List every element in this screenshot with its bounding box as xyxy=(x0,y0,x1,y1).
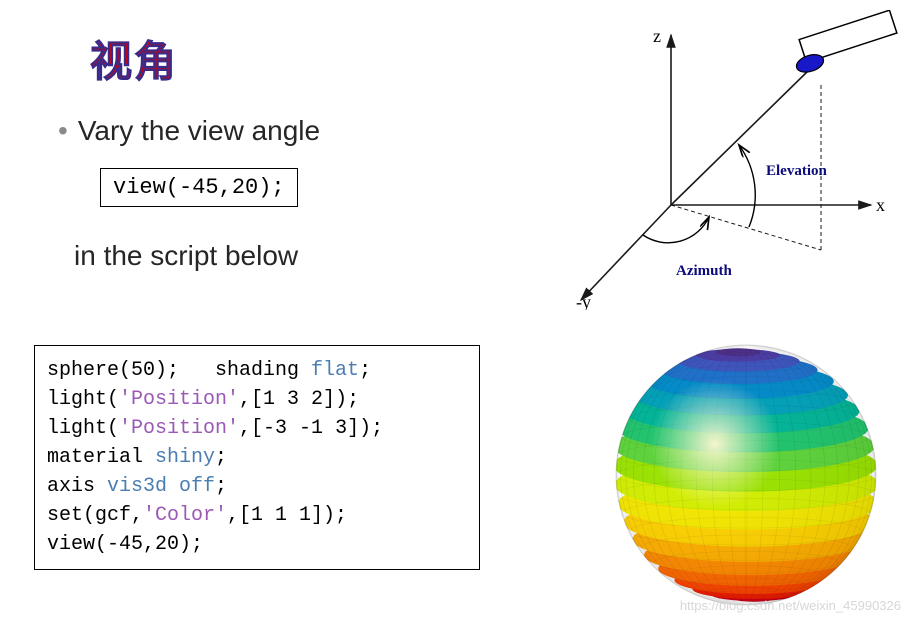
svg-text:Azimuth: Azimuth xyxy=(676,263,732,279)
code-l6c: ,[1 1 1]); xyxy=(227,504,347,527)
code-block: sphere(50); shading flat; light('Positio… xyxy=(34,345,480,570)
slide-title: 视角 xyxy=(90,28,178,89)
code-l3c: ,[-3 -1 3]); xyxy=(239,417,383,440)
code-l5a: axis xyxy=(47,475,107,498)
bullet-line: • Vary the view angle xyxy=(58,115,320,147)
svg-text:Elevation: Elevation xyxy=(766,163,827,179)
sphere-render xyxy=(601,335,891,615)
bullet-marker: • xyxy=(58,117,68,145)
code-l5c: ; xyxy=(215,475,227,498)
code-l2c: ,[1 3 2]); xyxy=(239,388,359,411)
bullet-text: Vary the view angle xyxy=(78,115,320,147)
code-l1c: ; xyxy=(359,359,371,382)
code-l2a: light( xyxy=(47,388,119,411)
code-l6a: set(gcf, xyxy=(47,504,143,527)
code-l3b: 'Position' xyxy=(119,417,239,440)
code-l6b: 'Color' xyxy=(143,504,227,527)
subtext: in the script below xyxy=(74,240,298,272)
watermark: https://blog.csdn.net/weixin_45990326 xyxy=(680,598,901,613)
code-l2b: 'Position' xyxy=(119,388,239,411)
svg-text:z: z xyxy=(653,26,661,46)
svg-text:-y: -y xyxy=(576,292,591,310)
svg-text:x: x xyxy=(876,195,885,215)
code-l4b: shiny xyxy=(155,446,215,469)
inline-code: view(-45,20); xyxy=(100,168,298,207)
code-l4a: material xyxy=(47,446,155,469)
code-l7: view(-45,20); xyxy=(47,533,203,556)
code-l4c: ; xyxy=(215,446,227,469)
code-l1a: sphere(50); shading xyxy=(47,359,311,382)
code-l5b: vis3d off xyxy=(107,475,215,498)
code-l1b: flat xyxy=(311,359,359,382)
code-l3a: light( xyxy=(47,417,119,440)
view-angle-diagram: z x -y Azimuth Elevation xyxy=(541,10,901,310)
